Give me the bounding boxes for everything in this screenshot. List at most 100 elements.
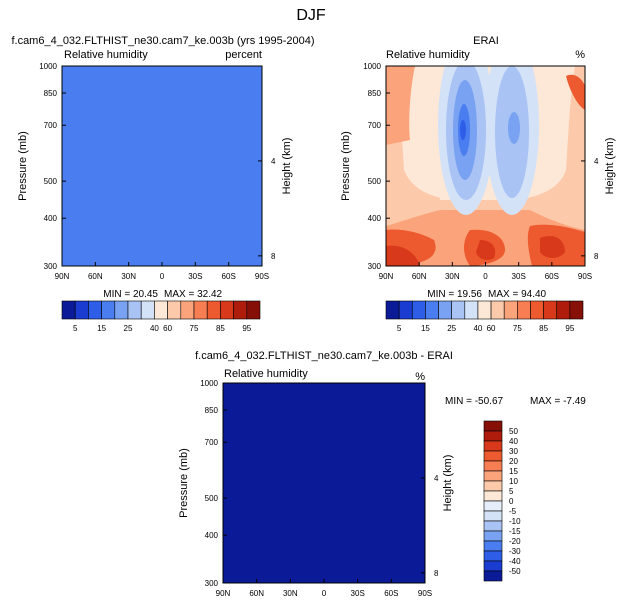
x-tick-label: 30N — [445, 272, 460, 281]
x-tick-label: 90N — [55, 272, 70, 281]
y-axis: 300 400 500 700 850 1000 — [39, 62, 66, 271]
colorbar-box — [438, 300, 452, 320]
colorbar-box — [206, 300, 221, 320]
x-tick-label: 30N — [121, 272, 136, 281]
y-axis: 300 400 500 700 850 1000 — [200, 379, 227, 588]
colorbar-box — [74, 300, 89, 320]
colorbar-box — [556, 300, 571, 320]
x-tick-label: 60S — [222, 272, 236, 281]
colorbar-box — [517, 300, 531, 320]
colorbar-label: 30 — [509, 447, 518, 456]
colorbar-box — [233, 300, 248, 320]
colorbar-box — [483, 540, 503, 552]
y-tick-label: 850 — [368, 89, 382, 98]
left-string: Relative humidity — [64, 49, 148, 61]
colorbar-label: 5 — [73, 324, 78, 333]
colorbar-box — [180, 300, 195, 320]
y-tick-label: 700 — [44, 121, 58, 130]
colorbar-label: 95 — [242, 324, 251, 333]
x-tick-label: 90S — [418, 589, 432, 598]
colorbar-box — [483, 560, 503, 572]
max-value: MAX = 32.42 — [164, 289, 223, 300]
colorbar-label: 60 — [487, 324, 496, 333]
colorbar-label: 20 — [509, 457, 518, 466]
right-string: percent — [225, 49, 262, 61]
panel-title: ERAI — [473, 35, 499, 47]
colorbar-label: 5 — [397, 324, 402, 333]
right-tick-label: 8 — [594, 252, 599, 261]
colorbar-box — [483, 500, 503, 512]
right-string: % — [415, 371, 425, 383]
colorbar-box — [451, 300, 466, 320]
colorbar-label: 25 — [124, 324, 133, 333]
y-axis-label: Pressure (mb) — [178, 448, 190, 518]
colorbar-label: 40 — [150, 324, 159, 333]
panel-obs: ERAI Relative humidity % — [340, 35, 616, 333]
panel-title: f.cam6_4_032.FLTHIST_ne30.cam7_ke.003b -… — [195, 350, 453, 362]
min-value: MIN = 19.56 — [427, 289, 482, 300]
x-tick-label: 60S — [545, 272, 559, 281]
colorbar-box — [61, 300, 76, 320]
colorbar-label: 40 — [509, 437, 518, 446]
y-axis-label: Pressure (mb) — [340, 131, 352, 201]
colorbar-box — [140, 300, 155, 320]
x-tick-label: 60N — [412, 272, 427, 281]
x-axis: 90N 60N 30N 0 30S 60S 90S — [379, 262, 592, 281]
y-tick-label: 300 — [368, 262, 382, 271]
colorbar-label: 10 — [509, 477, 518, 486]
colorbar-label: 85 — [539, 324, 548, 333]
colorbar-label: 40 — [473, 324, 482, 333]
colorbar-label: 75 — [513, 324, 522, 333]
y-tick-label: 300 — [205, 579, 219, 588]
colorbar-box — [569, 300, 584, 320]
colorbar-box — [483, 520, 503, 532]
left-string: Relative humidity — [386, 49, 470, 61]
colorbar-box — [220, 300, 234, 320]
max-value: MAX = 94.40 — [488, 289, 547, 300]
colorbar-label: 15 — [421, 324, 430, 333]
min-value: MIN = -50.67 — [445, 396, 504, 407]
colorbar-box — [483, 510, 503, 522]
x-tick-label: 90S — [255, 272, 269, 281]
colorbar-box — [530, 300, 544, 320]
colorbar-box — [246, 300, 261, 320]
x-tick-label: 30S — [512, 272, 526, 281]
colorbar-box — [483, 440, 503, 452]
y-tick-label: 1000 — [363, 62, 381, 71]
right-tick-label: 8 — [434, 569, 439, 578]
y-tick-label: 400 — [44, 214, 58, 223]
right-tick-label: 4 — [271, 157, 276, 166]
y-tick-label: 1000 — [200, 379, 218, 388]
x-tick-label: 0 — [160, 272, 165, 281]
model-field — [62, 66, 262, 266]
y-tick-label: 1000 — [39, 62, 57, 71]
page-title: DJF — [296, 7, 326, 24]
y-tick-label: 500 — [44, 177, 58, 186]
colorbar-box — [503, 300, 518, 320]
x-tick-label: 90S — [578, 272, 592, 281]
right-axis: 84 — [258, 157, 276, 261]
y-axis: 300 400 500 700 850 1000 — [363, 62, 390, 271]
colorbar-box — [154, 300, 168, 320]
x-tick-label: 60N — [249, 589, 264, 598]
colorbar-box — [483, 420, 503, 432]
colorbar-box — [483, 550, 503, 562]
colorbar-label: 95 — [565, 324, 574, 333]
y-tick-label: 500 — [368, 177, 382, 186]
colorbar-box — [114, 300, 129, 320]
colorbar-box — [483, 460, 503, 472]
right-string: % — [575, 49, 585, 61]
colorbar-box — [398, 300, 413, 320]
y-axis-label: Pressure (mb) — [17, 131, 29, 201]
x-axis: 90N 60N 30N 0 30S 60S 90S — [55, 262, 269, 281]
colorbar-box — [483, 480, 503, 492]
min-value: MIN = 20.45 — [103, 289, 158, 300]
colorbar-box — [385, 300, 400, 320]
x-tick-label: 30S — [351, 589, 365, 598]
obs-field — [386, 66, 585, 266]
colorbar-label: -40 — [509, 557, 521, 566]
colorbar-label: 5 — [509, 487, 514, 496]
colorbar-label: -20 — [509, 537, 521, 546]
colorbar-box — [167, 300, 182, 320]
right-axis-label: Height (km) — [281, 138, 293, 195]
